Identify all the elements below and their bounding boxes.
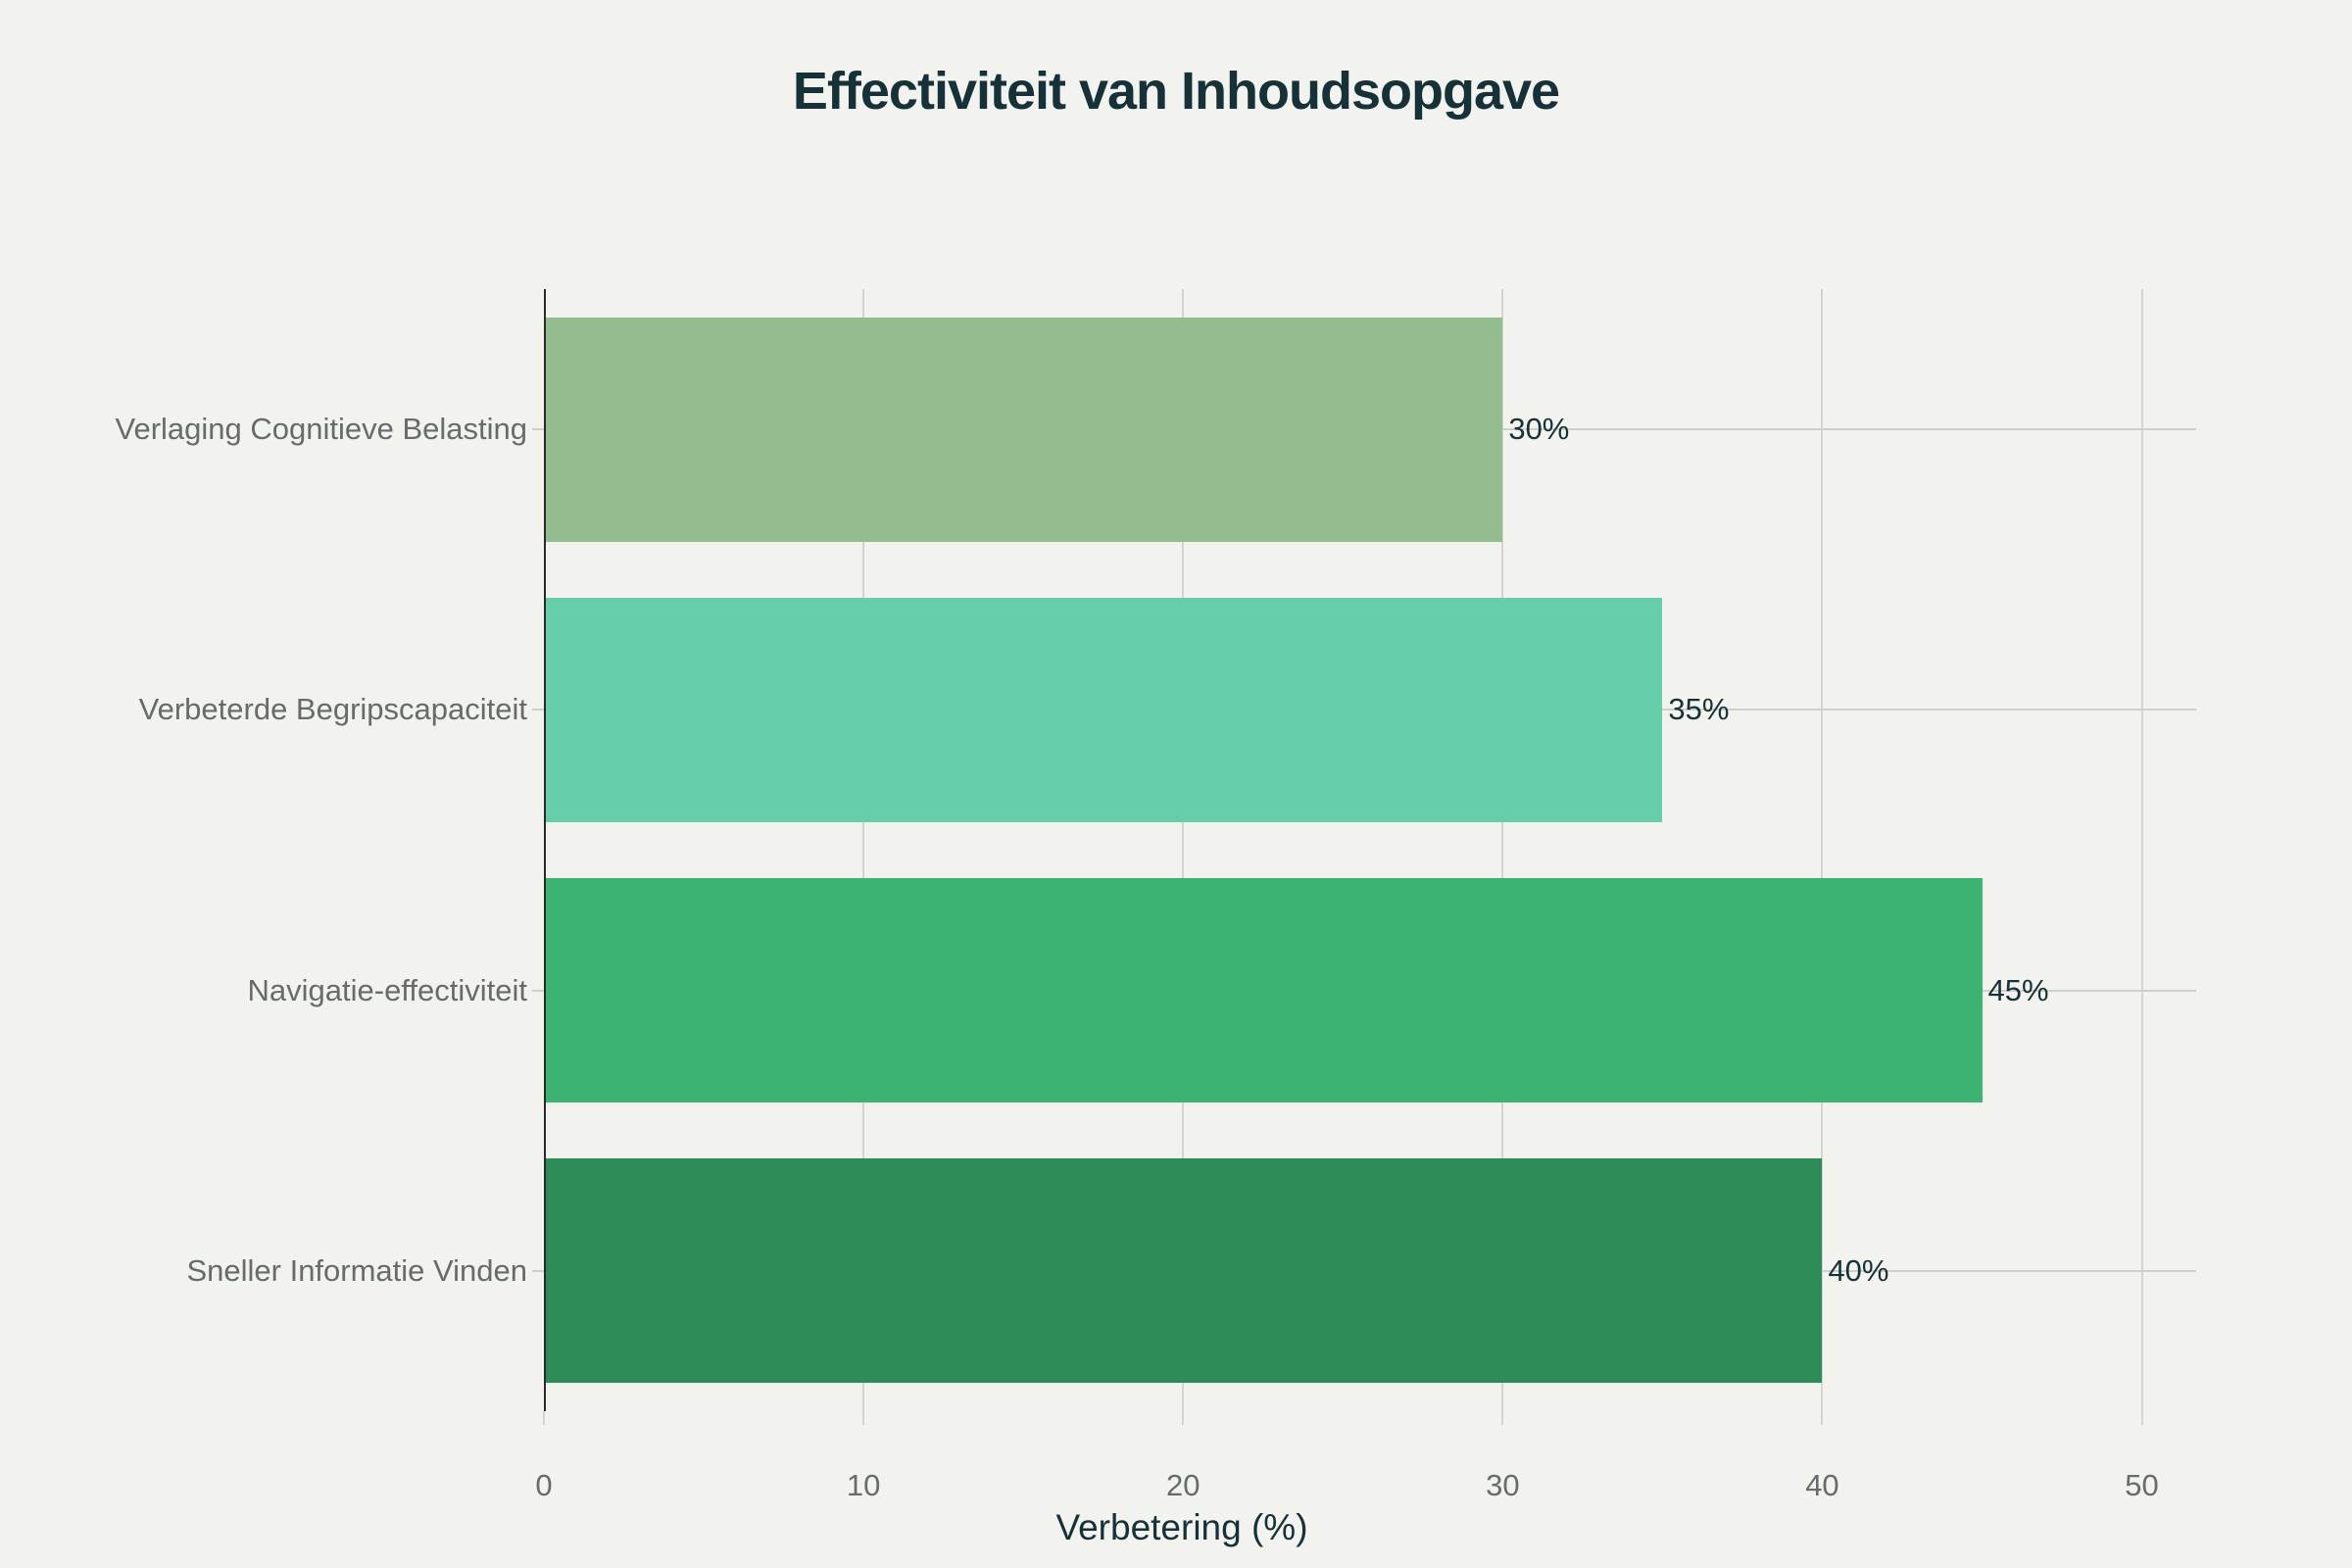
y-category-label: Verlaging Cognitieve Belasting bbox=[115, 412, 528, 447]
x-tick-label: 50 bbox=[2125, 1468, 2159, 1502]
bar[interactable] bbox=[544, 317, 1503, 542]
x-gridline bbox=[1821, 289, 1824, 1411]
x-gridline bbox=[862, 289, 865, 1411]
x-tick-mark bbox=[543, 1411, 545, 1425]
bar-value-label: 30% bbox=[1508, 412, 1570, 447]
y-tick-mark bbox=[532, 428, 544, 431]
x-tick-mark bbox=[1182, 1411, 1185, 1425]
bar-value-label: 40% bbox=[1828, 1252, 1889, 1288]
y-category-label: Verbeterde Begripscapaciteit bbox=[138, 692, 527, 727]
y-category-label: Navigatie-effectiviteit bbox=[247, 972, 527, 1007]
y-category-label: Sneller Informatie Vinden bbox=[186, 1252, 527, 1288]
chart-title: Effectiviteit van Inhoudsopgave bbox=[792, 62, 1560, 121]
x-tick-mark bbox=[2140, 1411, 2143, 1425]
x-gridline bbox=[1182, 289, 1185, 1411]
bar[interactable] bbox=[544, 597, 1663, 822]
x-gridline bbox=[1501, 289, 1504, 1411]
y-tick-mark bbox=[532, 1269, 544, 1272]
x-tick-mark bbox=[1821, 1411, 1824, 1425]
x-axis-title: Verbetering (%) bbox=[1055, 1507, 1308, 1547]
y-tick-mark bbox=[532, 989, 544, 992]
x-tick-label: 0 bbox=[535, 1468, 553, 1502]
bar[interactable] bbox=[544, 878, 1983, 1103]
y-axis-line bbox=[544, 289, 546, 1411]
bar-value-label: 35% bbox=[1668, 692, 1730, 727]
bar-value-label: 45% bbox=[1987, 972, 2049, 1007]
x-gridline bbox=[2140, 289, 2143, 1411]
x-tick-label: 20 bbox=[1165, 1468, 1200, 1502]
x-tick-mark bbox=[862, 1411, 865, 1425]
x-tick-label: 30 bbox=[1486, 1468, 1520, 1502]
x-tick-label: 10 bbox=[846, 1468, 881, 1502]
bar[interactable] bbox=[544, 1158, 1823, 1384]
y-tick-mark bbox=[532, 709, 544, 711]
x-tick-label: 40 bbox=[1805, 1468, 1839, 1502]
x-tick-mark bbox=[1501, 1411, 1504, 1425]
plot-area: 30% 35% 45% 40% bbox=[543, 289, 2196, 1425]
